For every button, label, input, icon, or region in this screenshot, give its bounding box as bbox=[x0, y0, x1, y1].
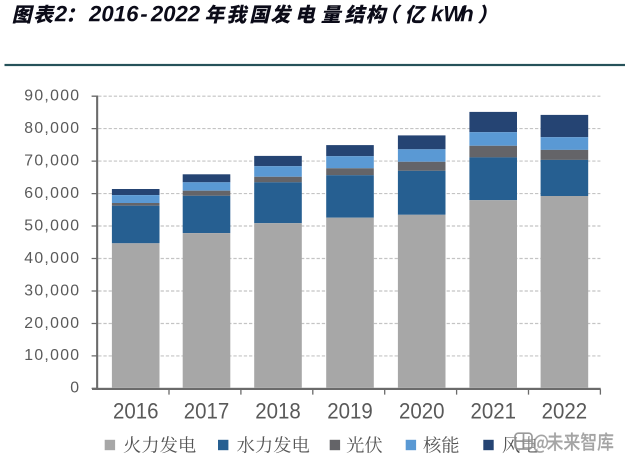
svg-text:50,000: 50,000 bbox=[24, 217, 80, 234]
svg-text:2017: 2017 bbox=[184, 399, 230, 424]
svg-text:20,000: 20,000 bbox=[24, 315, 80, 332]
svg-text:90,000: 90,000 bbox=[24, 88, 80, 105]
svg-text:2019: 2019 bbox=[327, 399, 373, 424]
svg-text:10,000: 10,000 bbox=[24, 347, 80, 364]
svg-text:40,000: 40,000 bbox=[24, 250, 80, 267]
svg-text:2020: 2020 bbox=[399, 399, 445, 424]
svg-text:0: 0 bbox=[70, 380, 80, 397]
svg-text:2022: 2022 bbox=[542, 399, 588, 424]
svg-text:60,000: 60,000 bbox=[24, 185, 80, 202]
svg-text:2016: 2016 bbox=[113, 399, 159, 424]
svg-text:2021: 2021 bbox=[470, 399, 516, 424]
svg-text:80,000: 80,000 bbox=[24, 120, 80, 137]
svg-text:70,000: 70,000 bbox=[24, 152, 80, 169]
svg-text:2018: 2018 bbox=[255, 399, 301, 424]
svg-text:30,000: 30,000 bbox=[24, 282, 80, 299]
